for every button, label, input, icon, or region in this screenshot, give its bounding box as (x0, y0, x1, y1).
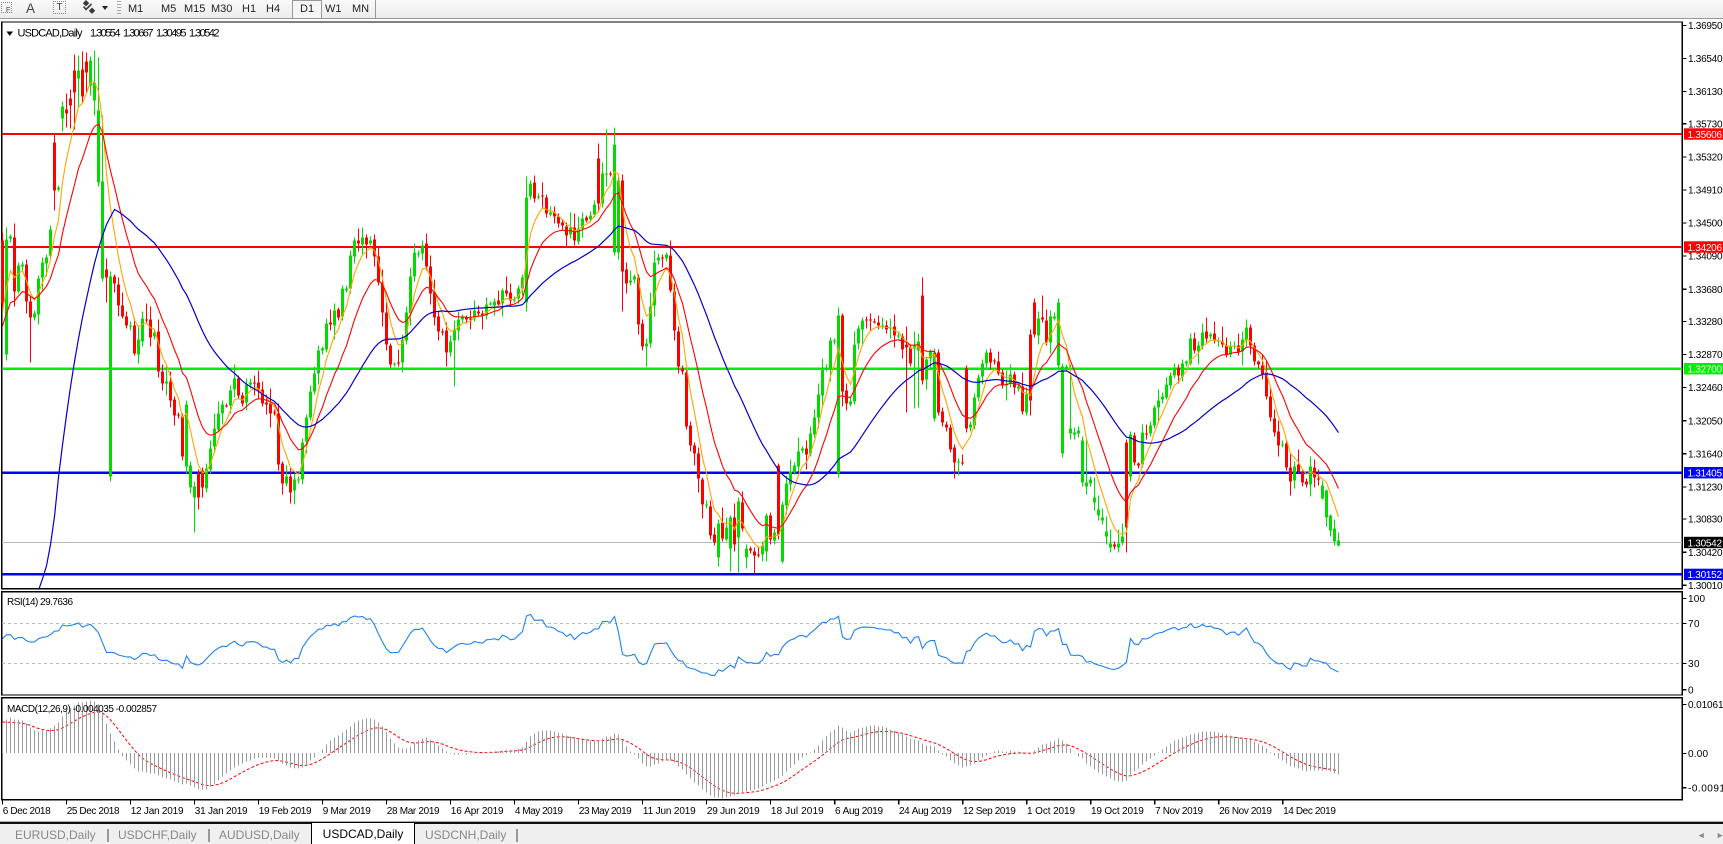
svg-text:18 Jul 2019: 18 Jul 2019 (771, 806, 824, 817)
svg-text:16 Apr 2019: 16 Apr 2019 (451, 806, 504, 817)
svg-text:1.32460: 1.32460 (1688, 383, 1723, 394)
svg-text:14 Dec 2019: 14 Dec 2019 (1283, 806, 1336, 817)
svg-text:1.34500: 1.34500 (1688, 219, 1723, 230)
svg-text:11 Jun 2019: 11 Jun 2019 (643, 806, 696, 817)
svg-text:1.30542: 1.30542 (189, 28, 220, 40)
svg-text:19 Feb 2019: 19 Feb 2019 (259, 806, 312, 817)
svg-text:RSI(14) 29.7636: RSI(14) 29.7636 (7, 597, 73, 608)
svg-text:0.010615: 0.010615 (1688, 700, 1723, 711)
svg-text:30: 30 (1688, 659, 1700, 670)
svg-text:9 Mar 2019: 9 Mar 2019 (323, 806, 371, 817)
svg-text:-0.00918: -0.00918 (1688, 783, 1723, 794)
svg-text:70: 70 (1688, 619, 1700, 630)
svg-text:28 Mar 2019: 28 Mar 2019 (387, 806, 440, 817)
svg-text:1.35606: 1.35606 (1688, 130, 1723, 141)
svg-text:6 Aug 2019: 6 Aug 2019 (835, 806, 883, 817)
svg-text:1.33280: 1.33280 (1688, 317, 1723, 328)
svg-text:31 Jan 2019: 31 Jan 2019 (195, 806, 248, 817)
svg-text:7 Nov 2019: 7 Nov 2019 (1155, 806, 1203, 817)
svg-text:1.34206: 1.34206 (1688, 243, 1723, 254)
svg-text:1.35320: 1.35320 (1688, 153, 1723, 164)
svg-text:19 Oct 2019: 19 Oct 2019 (1091, 806, 1144, 817)
svg-text:6 Dec 2018: 6 Dec 2018 (3, 806, 51, 817)
svg-text:1.31405: 1.31405 (1688, 469, 1723, 480)
svg-text:1.36950: 1.36950 (1688, 21, 1723, 32)
svg-text:1.31230: 1.31230 (1688, 483, 1723, 494)
svg-text:1.30830: 1.30830 (1688, 515, 1723, 526)
svg-text:12 Jan 2019: 12 Jan 2019 (131, 806, 184, 817)
svg-text:0: 0 (1688, 685, 1694, 696)
svg-text:1.35730: 1.35730 (1688, 119, 1723, 130)
svg-text:1.30542: 1.30542 (1688, 538, 1723, 549)
svg-text:4 May 2019: 4 May 2019 (515, 806, 563, 817)
svg-text:1.36130: 1.36130 (1688, 87, 1723, 98)
svg-text:29 Jun 2019: 29 Jun 2019 (707, 806, 760, 817)
svg-text:1 Oct 2019: 1 Oct 2019 (1027, 806, 1075, 817)
svg-text:25 Dec 2018: 25 Dec 2018 (67, 806, 120, 817)
svg-text:1.33680: 1.33680 (1688, 285, 1723, 296)
svg-text:1.30152: 1.30152 (1688, 570, 1723, 581)
svg-text:1.34090: 1.34090 (1688, 252, 1723, 263)
svg-text:1.30420: 1.30420 (1688, 548, 1723, 559)
svg-text:1.34910: 1.34910 (1688, 186, 1723, 197)
svg-text:1.32050: 1.32050 (1688, 416, 1723, 427)
svg-text:1.31640: 1.31640 (1688, 449, 1723, 460)
svg-text:1.32870: 1.32870 (1688, 350, 1723, 361)
svg-text:12 Sep 2019: 12 Sep 2019 (963, 806, 1016, 817)
svg-text:1.36540: 1.36540 (1688, 54, 1723, 65)
svg-text:1.30667: 1.30667 (123, 28, 154, 40)
svg-text:MACD(12,26,9) -0.004035 -0.002: MACD(12,26,9) -0.004035 -0.002857 (7, 704, 157, 715)
svg-text:1.32700: 1.32700 (1688, 365, 1723, 376)
svg-text:100: 100 (1688, 594, 1705, 605)
svg-text:1.30495: 1.30495 (156, 28, 187, 40)
svg-text:0.00: 0.00 (1688, 749, 1708, 760)
svg-text:1.30010: 1.30010 (1688, 581, 1723, 592)
svg-text:23 May 2019: 23 May 2019 (579, 806, 632, 817)
svg-text:1.30554: 1.30554 (90, 28, 121, 40)
svg-text:26 Nov 2019: 26 Nov 2019 (1219, 806, 1272, 817)
svg-text:24 Aug 2019: 24 Aug 2019 (899, 806, 952, 817)
svg-text:USDCAD,Daily: USDCAD,Daily (18, 28, 84, 40)
